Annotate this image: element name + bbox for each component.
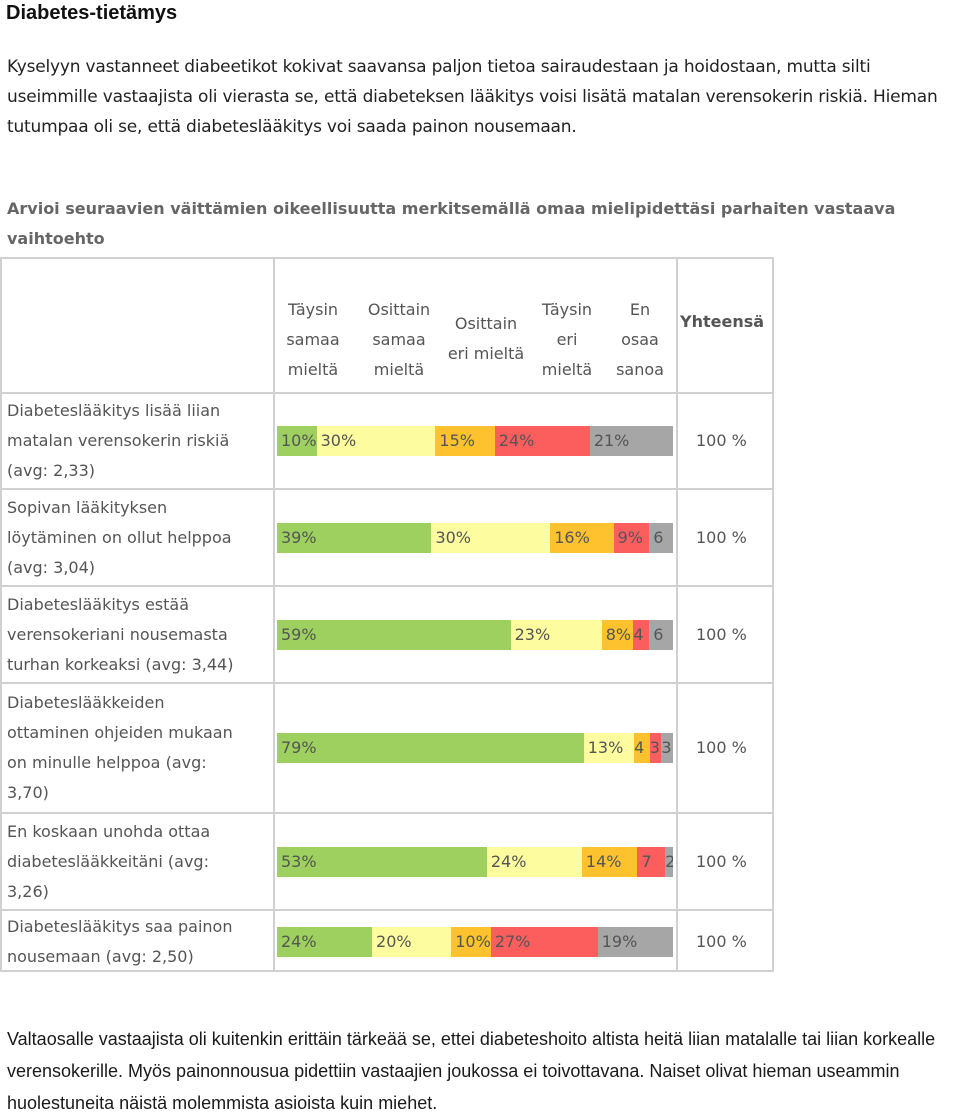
bar-segment-osittain-eri: 8% <box>601 619 634 650</box>
bar-segment-osittain-eri: 16% <box>550 522 614 553</box>
bar-segment-taysin-eri: 7 <box>637 846 666 877</box>
row-total: 100 % <box>696 851 747 871</box>
bar-segment-osittain-samaa: 30% <box>431 522 551 553</box>
header-osittain-eri: Osittain eri mieltä <box>447 314 525 363</box>
bar-segment-osittain-eri: 15% <box>435 426 495 456</box>
row-label-cell <box>0 812 273 909</box>
bar-segment-en-osaa: 21% <box>589 426 673 456</box>
header-total-cell <box>676 257 774 392</box>
row-label: Diabeteslääkitys saa painon nousemaan (av… <box>7 916 233 966</box>
stacked-bar: 24% 20% 10% 27% 19% <box>277 926 673 957</box>
bar-segment-taysin-samaa: 39% <box>277 522 432 553</box>
stacked-bar: 53% 24% 14% 7 2 <box>277 846 673 877</box>
bar-segment-en-osaa: 6 <box>649 619 673 650</box>
row-label-cell <box>0 682 273 812</box>
bar-segment-taysin-eri: 9% <box>613 522 650 553</box>
header-osittain-samaa: Osittain samaa mieltä <box>367 300 431 379</box>
bar-segment-osittain-eri: 10% <box>451 926 491 957</box>
row-total-cell <box>676 909 774 972</box>
survey-table: Täysin samaa mieltä Osittain samaa mieltä Os… <box>0 257 960 972</box>
row-label: Diabeteslääkitys estää verensokeriani nou… <box>7 594 234 674</box>
bar-segment-taysin-eri: 4 <box>633 619 650 650</box>
bar-segment-en-osaa: 2 <box>665 846 673 877</box>
stacked-bar: 10% 30% 15% 24% 21% <box>277 426 673 456</box>
row-label-cell <box>0 488 273 585</box>
bar-segment-osittain-samaa: 30% <box>316 426 436 456</box>
row-total: 100 % <box>696 527 747 547</box>
row-total-cell <box>676 392 774 488</box>
row-label: Diabeteslääkitys lisää liian matalan vere… <box>7 401 230 480</box>
row-total: 100 % <box>696 431 747 450</box>
header-options-cell <box>273 257 676 392</box>
row-total-cell <box>676 682 774 812</box>
bar-segment-taysin-samaa: 79% <box>277 733 584 763</box>
stacked-bar: 59% 23% 8% 4 6 <box>277 619 673 650</box>
bar-segment-taysin-samaa: 24% <box>277 926 373 957</box>
bar-segment-en-osaa: 6 <box>649 522 673 553</box>
row-label-cell <box>0 585 273 682</box>
header-empty-cell <box>0 257 273 392</box>
page-title: Diabetes-tietämys <box>6 2 178 24</box>
row-label: Sopivan lääkityksen löytäminen on ollut h… <box>7 497 232 577</box>
row-total: 100 % <box>696 624 747 644</box>
row-label-cell <box>0 392 273 488</box>
header-yhteensa: Yhteensä <box>680 312 765 331</box>
bar-segment-osittain-samaa: 20% <box>372 926 452 957</box>
row-total-cell <box>676 585 774 682</box>
row-total-cell <box>676 488 774 585</box>
stacked-bar: 79% 13% 4 3 3 <box>277 733 673 763</box>
row-label-cell <box>0 909 273 972</box>
bar-segment-taysin-eri: 3 <box>649 733 662 763</box>
bar-segment-taysin-samaa: 53% <box>277 846 487 877</box>
bar-segment-osittain-eri: 4 <box>634 733 650 763</box>
bar-segment-osittain-samaa: 13% <box>583 733 635 763</box>
bar-segment-osittain-samaa: 24% <box>486 846 582 877</box>
stacked-bar: 39% 30% 16% 9% 6 <box>277 522 673 553</box>
row-total: 100 % <box>696 931 747 951</box>
bar-segment-taysin-eri: 27% <box>490 926 598 957</box>
outro-paragraph: Valtaosalle vastaajista oli kuitenkin er… <box>7 1029 936 1113</box>
bar-segment-osittain-eri: 14% <box>581 846 638 877</box>
row-label: Diabeteslääkkeiden ottaminen ohjeiden muk… <box>7 693 233 802</box>
row-total: 100 % <box>696 738 747 757</box>
intro-paragraph: Kyselyyn vastanneet diabeetikot kokivat … <box>7 57 938 137</box>
bar-segment-taysin-samaa: 59% <box>277 619 511 650</box>
bar-segment-osittain-samaa: 23% <box>510 619 602 650</box>
bar-segment-taysin-samaa: 10% <box>277 426 317 456</box>
row-total-cell <box>676 812 774 909</box>
header-taysin-eri: Täysin eri mieltä <box>541 300 593 379</box>
bar-segment-en-osaa: 3 <box>661 733 673 763</box>
header-en-osaa: En osaa sanoa <box>616 300 664 379</box>
question-text: Arvioi seuraavien väittämien oikeellisuu… <box>7 199 896 248</box>
row-label: En koskaan unohda ottaa diabeteslääkkeitä… <box>7 821 211 901</box>
header-taysin-samaa: Täysin samaa mieltä <box>286 300 340 379</box>
bar-segment-taysin-eri: 24% <box>494 426 590 456</box>
bar-segment-en-osaa: 19% <box>597 926 673 957</box>
